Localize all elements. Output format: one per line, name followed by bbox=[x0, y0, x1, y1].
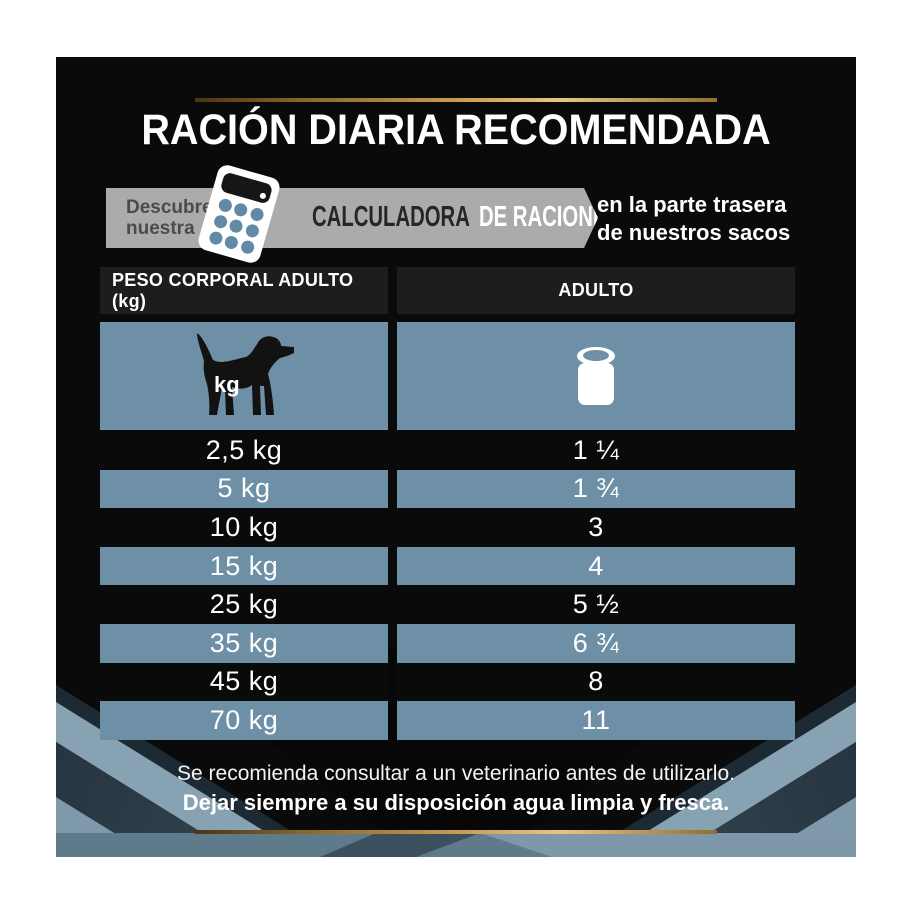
dog-icon-cell: kg bbox=[100, 322, 388, 430]
weight-cell: 15 kg bbox=[100, 546, 388, 586]
footer-advisory-line1: Se recomienda consultar a un veterinario… bbox=[177, 762, 735, 785]
table-row: 15 kg 4 bbox=[100, 546, 795, 586]
table-icon-row: kg bbox=[100, 322, 795, 430]
table-row: 10 kg 3 bbox=[100, 508, 795, 547]
bottom-gold-divider bbox=[195, 830, 717, 834]
portion-cell: 8 bbox=[397, 662, 795, 702]
calculator-banner-title: CALCULADORA DE RACIONES bbox=[312, 201, 620, 234]
table-header-row: PESO CORPORAL ADULTO (kg) ADULTO bbox=[100, 267, 795, 314]
ribbon-bottom-strip-light bbox=[480, 833, 856, 857]
header-adult: ADULTO bbox=[397, 267, 795, 314]
weight-cell: 45 kg bbox=[100, 662, 388, 702]
table-row: 25 kg 5 ½ bbox=[100, 585, 795, 624]
discover-text: Descubre nuestra bbox=[126, 197, 213, 239]
portion-cell: 6 ¾ bbox=[397, 623, 795, 663]
calculator-icon bbox=[196, 162, 282, 266]
banner-side-line1: en la parte trasera bbox=[597, 192, 787, 217]
kg-label: kg bbox=[214, 372, 240, 397]
banner-side-text: en la parte trasera de nuestros sacos bbox=[597, 191, 790, 247]
discover-line1: Descubre bbox=[126, 197, 213, 218]
calculator-title-dark: CALCULADORA bbox=[312, 201, 470, 233]
dog-silhouette-icon bbox=[197, 333, 294, 415]
portion-cell: 1 ¾ bbox=[397, 469, 795, 509]
header-weight: PESO CORPORAL ADULTO (kg) bbox=[100, 267, 388, 314]
portion-cell: 3 bbox=[397, 508, 795, 547]
table-row: 45 kg 8 bbox=[100, 662, 795, 702]
dog-icon: kg bbox=[188, 330, 300, 422]
weight-cell: 35 kg bbox=[100, 623, 388, 663]
cup-icon-cell bbox=[397, 322, 795, 430]
calculator-screen-dot bbox=[259, 192, 267, 200]
weight-cell: 10 kg bbox=[100, 508, 388, 547]
portion-cell: 5 ½ bbox=[397, 585, 795, 624]
top-gold-divider bbox=[195, 98, 717, 102]
calculator-keys bbox=[206, 197, 267, 256]
table-row: 35 kg 6 ¾ bbox=[100, 623, 795, 663]
table-row: 2,5 kg 1 ¼ bbox=[100, 431, 795, 470]
weight-cell: 25 kg bbox=[100, 585, 388, 624]
table-row: 5 kg 1 ¾ bbox=[100, 469, 795, 509]
weight-cell: 5 kg bbox=[100, 469, 388, 509]
banner-side-line2: de nuestros sacos bbox=[597, 220, 791, 245]
footer-advisory-line2: Dejar siempre a su disposición agua limp… bbox=[182, 790, 730, 815]
feeding-table: PESO CORPORAL ADULTO (kg) ADULTO kg bbox=[100, 267, 795, 740]
page-title: RACIÓN DIARIA RECOMENDADA bbox=[141, 106, 771, 154]
portion-cell: 11 bbox=[397, 701, 795, 740]
calculator-banner: Descubre nuestra CALCULADORA DE RACIONES bbox=[106, 188, 598, 248]
table-row: 70 kg 11 bbox=[100, 701, 795, 740]
measuring-cup-icon bbox=[577, 347, 615, 405]
weight-cell: 70 kg bbox=[100, 701, 388, 740]
weight-cell: 2,5 kg bbox=[100, 431, 388, 470]
discover-line2: nuestra bbox=[126, 218, 195, 239]
feeding-guide-panel: RACIÓN DIARIA RECOMENDADA Descubre nuest… bbox=[56, 57, 856, 857]
portion-cell: 4 bbox=[397, 546, 795, 586]
portion-cell: 1 ¼ bbox=[397, 431, 795, 470]
